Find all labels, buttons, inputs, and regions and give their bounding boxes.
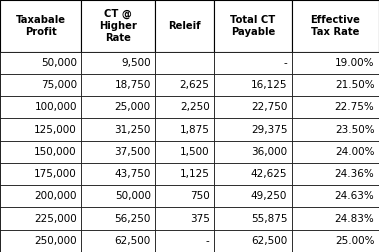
Bar (292, 118, 379, 141)
Text: 200,000: 200,000 (34, 191, 77, 201)
Bar (214, 185, 292, 207)
Bar (292, 185, 379, 207)
Text: 21.50%: 21.50% (335, 80, 374, 90)
Bar (155, 74, 214, 96)
Text: Effective
Tax Rate: Effective Tax Rate (310, 15, 360, 37)
Bar (292, 96, 379, 118)
Text: -: - (283, 58, 287, 68)
Bar (81, 185, 155, 207)
Bar (81, 230, 155, 252)
Text: 225,000: 225,000 (34, 214, 77, 224)
Bar (292, 141, 379, 163)
Bar (292, 52, 379, 74)
Text: 43,750: 43,750 (114, 169, 151, 179)
Text: 125,000: 125,000 (34, 124, 77, 135)
Bar (155, 207, 214, 230)
Bar (155, 185, 214, 207)
Text: 1,125: 1,125 (180, 169, 210, 179)
Bar (292, 230, 379, 252)
Text: 18,750: 18,750 (114, 80, 151, 90)
Text: 37,500: 37,500 (114, 147, 151, 157)
Text: 2,625: 2,625 (180, 80, 210, 90)
Text: 50,000: 50,000 (41, 58, 77, 68)
Text: 55,875: 55,875 (251, 214, 287, 224)
Text: Taxabale
Profit: Taxabale Profit (16, 15, 66, 37)
Bar (292, 0, 379, 52)
Bar (214, 74, 292, 96)
Text: 23.50%: 23.50% (335, 124, 374, 135)
Text: 1,875: 1,875 (180, 124, 210, 135)
Bar (292, 74, 379, 96)
Text: 49,250: 49,250 (251, 191, 287, 201)
Text: 62,500: 62,500 (251, 236, 287, 246)
Text: 19.00%: 19.00% (335, 58, 374, 68)
Bar (0, 207, 81, 230)
Text: Releif: Releif (168, 21, 201, 31)
Text: 22,750: 22,750 (251, 102, 287, 112)
Bar (214, 118, 292, 141)
Text: 56,250: 56,250 (114, 214, 151, 224)
Bar (155, 118, 214, 141)
Bar (214, 141, 292, 163)
Bar (81, 163, 155, 185)
Text: 24.00%: 24.00% (335, 147, 374, 157)
Bar (214, 96, 292, 118)
Text: 24.36%: 24.36% (335, 169, 374, 179)
Bar (214, 207, 292, 230)
Bar (155, 96, 214, 118)
Text: 75,000: 75,000 (41, 80, 77, 90)
Bar (0, 163, 81, 185)
Bar (155, 0, 214, 52)
Text: 375: 375 (190, 214, 210, 224)
Bar (0, 74, 81, 96)
Bar (292, 163, 379, 185)
Bar (81, 118, 155, 141)
Text: -: - (206, 236, 210, 246)
Bar (81, 96, 155, 118)
Bar (155, 52, 214, 74)
Bar (0, 230, 81, 252)
Bar (0, 141, 81, 163)
Bar (0, 118, 81, 141)
Bar (214, 0, 292, 52)
Text: 42,625: 42,625 (251, 169, 287, 179)
Text: 24.83%: 24.83% (335, 214, 374, 224)
Bar (155, 163, 214, 185)
Text: 16,125: 16,125 (251, 80, 287, 90)
Text: 50,000: 50,000 (115, 191, 151, 201)
Bar (155, 141, 214, 163)
Text: 22.75%: 22.75% (335, 102, 374, 112)
Bar (0, 185, 81, 207)
Text: 2,250: 2,250 (180, 102, 210, 112)
Text: 250,000: 250,000 (34, 236, 77, 246)
Bar (81, 141, 155, 163)
Bar (0, 96, 81, 118)
Text: 29,375: 29,375 (251, 124, 287, 135)
Text: 25.00%: 25.00% (335, 236, 374, 246)
Text: 750: 750 (190, 191, 210, 201)
Text: 62,500: 62,500 (114, 236, 151, 246)
Text: 175,000: 175,000 (34, 169, 77, 179)
Text: 25,000: 25,000 (115, 102, 151, 112)
Bar (81, 52, 155, 74)
Bar (292, 207, 379, 230)
Text: 1,500: 1,500 (180, 147, 210, 157)
Text: 150,000: 150,000 (34, 147, 77, 157)
Text: Total CT
Payable: Total CT Payable (230, 15, 276, 37)
Bar (81, 0, 155, 52)
Text: 36,000: 36,000 (251, 147, 287, 157)
Bar (81, 207, 155, 230)
Bar (0, 52, 81, 74)
Bar (214, 52, 292, 74)
Bar (214, 230, 292, 252)
Bar (0, 0, 81, 52)
Text: CT @
Higher
Rate: CT @ Higher Rate (100, 8, 137, 43)
Text: 9,500: 9,500 (121, 58, 151, 68)
Bar (155, 230, 214, 252)
Bar (214, 163, 292, 185)
Bar (81, 74, 155, 96)
Text: 100,000: 100,000 (34, 102, 77, 112)
Text: 24.63%: 24.63% (335, 191, 374, 201)
Text: 31,250: 31,250 (114, 124, 151, 135)
